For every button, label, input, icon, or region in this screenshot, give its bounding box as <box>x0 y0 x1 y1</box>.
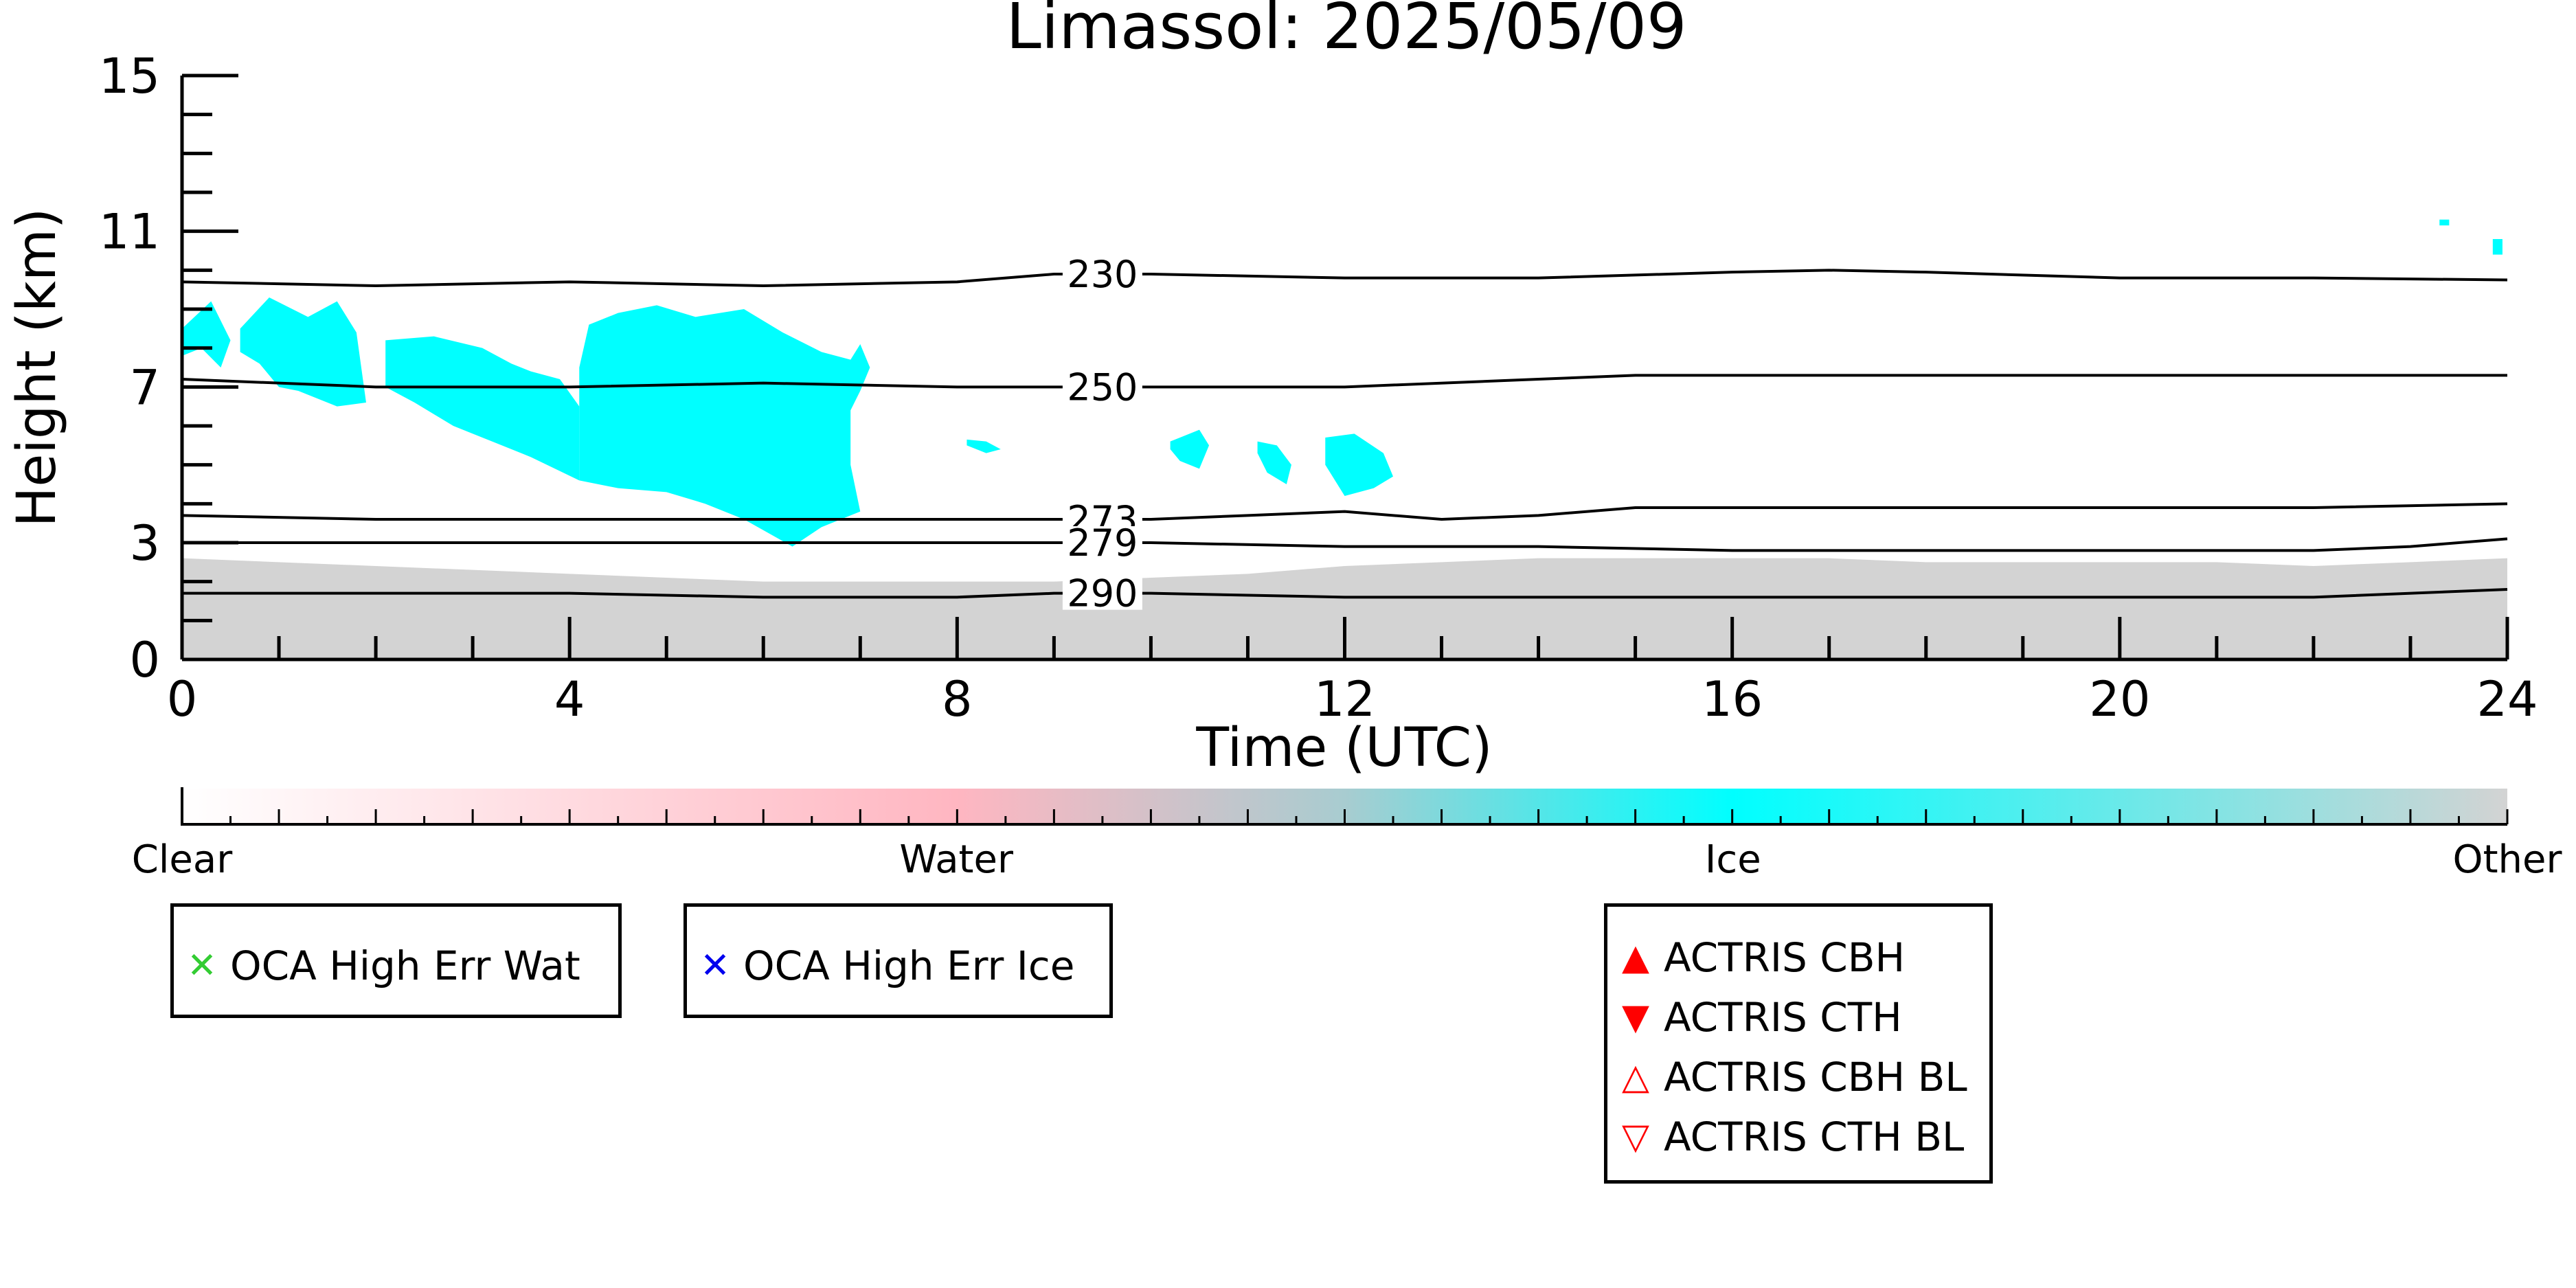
cross-icon: ✕ <box>187 945 217 986</box>
ice-cloud-region <box>1257 441 1291 484</box>
y-tick-label: 11 <box>99 204 160 260</box>
x-tick-label: 24 <box>2476 671 2538 727</box>
legend-label: ACTRIS CBH BL <box>1664 1054 1967 1100</box>
legend-label: ACTRIS CBH <box>1664 934 1906 981</box>
legend-label: OCA High Err Wat <box>230 942 580 989</box>
ice-cloud-region <box>967 439 1001 453</box>
y-tick-label: 7 <box>129 359 160 416</box>
legend-actris: ▲ ACTRIS CBH ▼ ACTRIS CTH △ ACTRIS CBH B… <box>1604 903 1993 1184</box>
isotherm-label: 250 <box>1067 365 1138 409</box>
isotherm-line <box>182 537 2508 552</box>
isotherm-line <box>181 502 2508 521</box>
colorbar-label: Other <box>2452 837 2562 882</box>
triangle-down-icon: ▼ <box>1622 997 1649 1038</box>
x-tick-label: 0 <box>167 671 198 727</box>
isotherm-label: 230 <box>1067 253 1138 296</box>
isotherm-label-bg <box>1062 258 1142 291</box>
triangle-up-icon: ▲ <box>1622 937 1649 978</box>
ice-cloud-region <box>385 336 580 481</box>
legend-oca-water: ✕ OCA High Err Wat <box>170 903 622 1018</box>
triangle-down-outline-icon: ▽ <box>1622 1116 1649 1157</box>
isotherm-label-bg <box>1062 370 1142 404</box>
x-axis-label: Time (UTC) <box>1195 717 1492 779</box>
y-axis-label: Height (km) <box>6 208 68 528</box>
colorbar-label: Water <box>899 837 1014 882</box>
ice-cloud-region <box>579 305 870 547</box>
isotherm-line <box>181 269 2508 288</box>
legend-oca-ice: ✕ OCA High Err Ice <box>683 903 1113 1018</box>
chart-title: Limassol: 2025/05/09 <box>1006 0 1686 63</box>
triangle-up-outline-icon: △ <box>1622 1057 1649 1098</box>
y-tick-label: 3 <box>129 515 160 572</box>
ice-cloud-region <box>240 297 366 407</box>
ice-cloud-region <box>2492 239 2502 255</box>
isotherm-label-bg <box>1062 576 1142 610</box>
colorbar-label: Clear <box>132 837 233 882</box>
colorbar-label: Ice <box>1705 837 1761 882</box>
legend-label: ACTRIS CTH <box>1664 994 1902 1041</box>
ice-cloud-region <box>1325 433 1394 496</box>
cross-icon: ✕ <box>700 945 730 986</box>
other-class-area <box>182 558 2507 659</box>
isotherm-label-bg <box>1062 526 1142 559</box>
isotherm-line <box>181 374 2507 389</box>
ice-cloud-region <box>182 301 231 368</box>
isotherm-label: 279 <box>1067 521 1138 565</box>
y-tick-label: 15 <box>99 48 160 104</box>
y-tick-label: 0 <box>129 632 160 688</box>
isotherm-line <box>182 588 2508 599</box>
x-tick-label: 4 <box>554 671 585 727</box>
x-tick-label: 12 <box>1314 671 1375 727</box>
legend-label: OCA High Err Ice <box>743 942 1075 989</box>
x-tick-label: 8 <box>942 671 973 727</box>
ice-cloud-region <box>2439 219 2450 226</box>
x-tick-label: 20 <box>2089 671 2150 727</box>
legend-label: ACTRIS CTH BL <box>1664 1114 1965 1160</box>
x-tick-label: 16 <box>1702 671 1763 727</box>
isotherm-label: 290 <box>1067 572 1138 615</box>
ice-cloud-region <box>1170 429 1210 469</box>
